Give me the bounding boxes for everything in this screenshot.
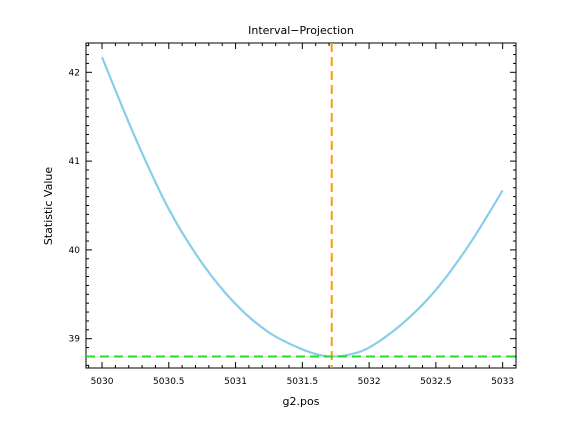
y-tick-label: 42 [69, 68, 80, 78]
x-tick-label: 5032 [358, 377, 381, 387]
chart-title: Interval−Projection [248, 24, 354, 37]
x-tick-label: 5031 [224, 377, 247, 387]
y-tick-label: 41 [69, 157, 80, 167]
x-tick-label: 5031.5 [287, 377, 319, 387]
plot-frame [85, 42, 517, 369]
series-line [101, 56, 504, 358]
y-axis: 39 40 41 42 [69, 45, 516, 366]
x-tick-label: 5033 [491, 377, 514, 387]
y-tick-label: 39 [69, 335, 81, 345]
x-axis: 5030 5030.5 5031 5031.5 5032 5032.5 5033 [88, 43, 517, 387]
series-layer [101, 56, 504, 358]
reference-lines [86, 43, 516, 368]
y-tick-label: 40 [69, 246, 81, 256]
x-tick-label: 5030.5 [153, 377, 185, 387]
x-axis-label: g2.pos [283, 395, 320, 408]
x-tick-label: 5030 [91, 377, 114, 387]
x-tick-label: 5032.5 [420, 377, 452, 387]
y-axis-label: Statistic Value [42, 167, 55, 245]
